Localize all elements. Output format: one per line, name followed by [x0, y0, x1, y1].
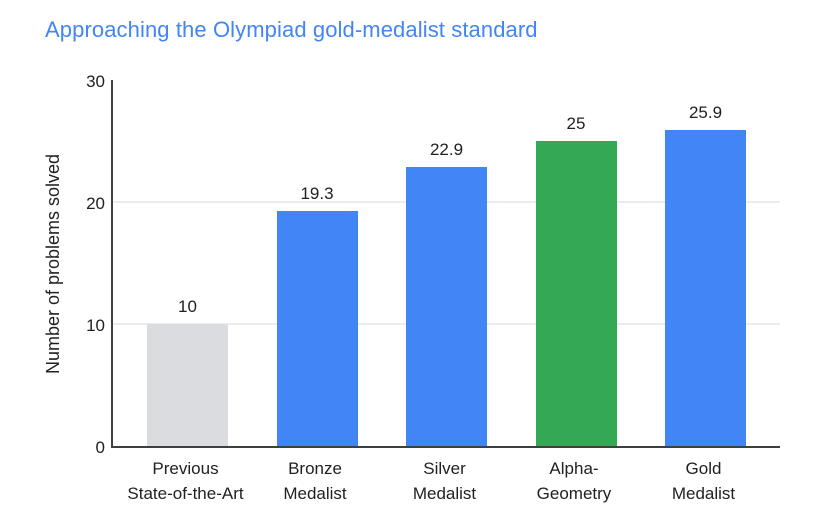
bar-value-label: 19.3 — [300, 183, 334, 203]
bar-value-label: 22.9 — [429, 139, 464, 159]
x-axis-labels: Previous State-of-the-Art Bronze Medalist… — [111, 456, 780, 516]
x-tick-label: Alpha- Geometry — [536, 459, 612, 503]
plot-area: 10 19.3 22.9 25 25.9 — [111, 80, 780, 448]
bar — [665, 130, 746, 446]
x-tick-label: Silver Medalist — [412, 459, 477, 503]
y-tick-label: 30 — [86, 72, 105, 91]
x-tick-label: Gold Medalist — [671, 459, 736, 503]
bar — [406, 166, 487, 446]
bar — [535, 141, 617, 446]
y-axis-ticks: 0 10 20 30 — [0, 0, 105, 518]
bar — [276, 210, 358, 446]
y-tick-label: 10 — [86, 316, 105, 335]
y-tick-label: 20 — [86, 194, 105, 213]
bar-value-label: 25.9 — [688, 103, 723, 123]
bar-value-label: 10 — [178, 297, 197, 316]
x-tick-label: Previous State-of-the-Art — [127, 459, 244, 503]
y-tick-label: 0 — [95, 438, 105, 457]
x-tick-label: Bronze Medalist — [283, 459, 347, 503]
chart-title: Approaching the Olympiad gold-medalist s… — [45, 17, 538, 42]
bar — [147, 324, 228, 446]
bar-value-label: 25 — [566, 114, 586, 133]
